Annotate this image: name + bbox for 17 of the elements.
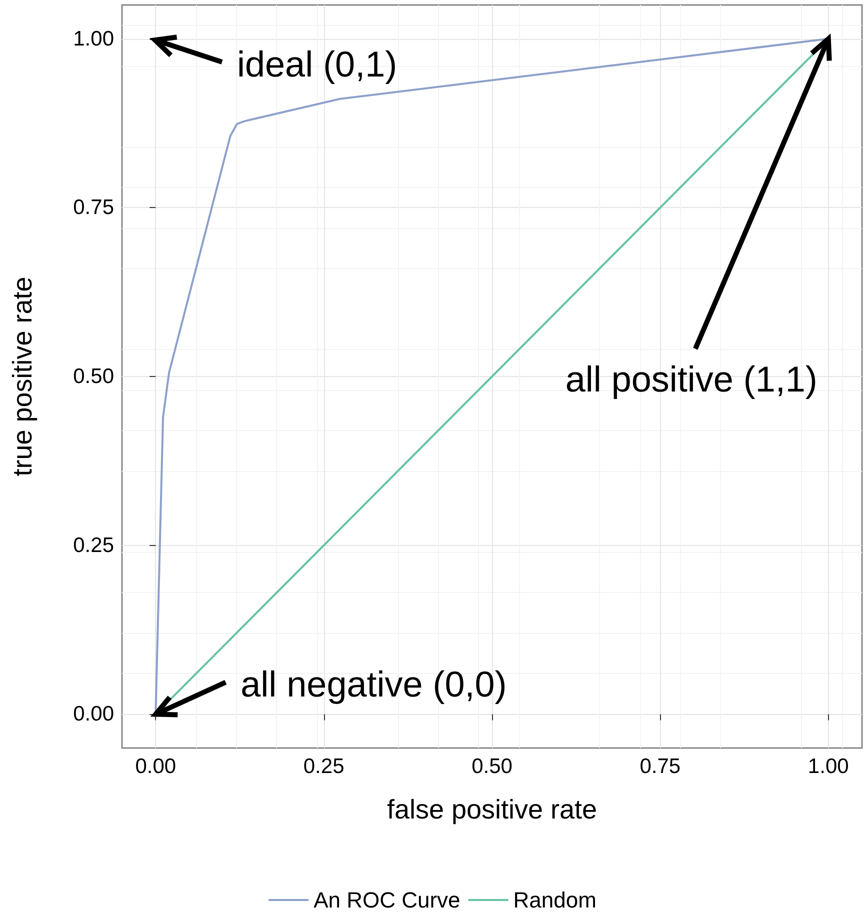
- y-axis-title: true positive rate: [8, 276, 38, 476]
- y-tick-label: 0.75: [73, 196, 114, 220]
- y-tick-label: 0.25: [73, 534, 114, 557]
- annotation: ideal (0,1): [237, 44, 398, 84]
- legend-label: An ROC Curve: [314, 888, 460, 912]
- x-tick-label: 0.25: [303, 755, 344, 778]
- legend-label: Random: [513, 888, 596, 912]
- x-tick-label: 1.00: [808, 755, 849, 778]
- x-tick-label: 0.75: [640, 755, 681, 778]
- annotation: all positive (1,1): [565, 358, 818, 400]
- y-tick-label: 0.50: [73, 365, 114, 388]
- y-tick-label: 0.00: [73, 702, 114, 726]
- x-axis-title: false positive rate: [386, 794, 598, 824]
- x-tick-label: 0.50: [472, 755, 512, 778]
- x-tick-label: 0.00: [135, 755, 176, 778]
- y-tick-label: 1.00: [73, 27, 114, 50]
- annotation: all negative (0,0): [240, 664, 507, 705]
